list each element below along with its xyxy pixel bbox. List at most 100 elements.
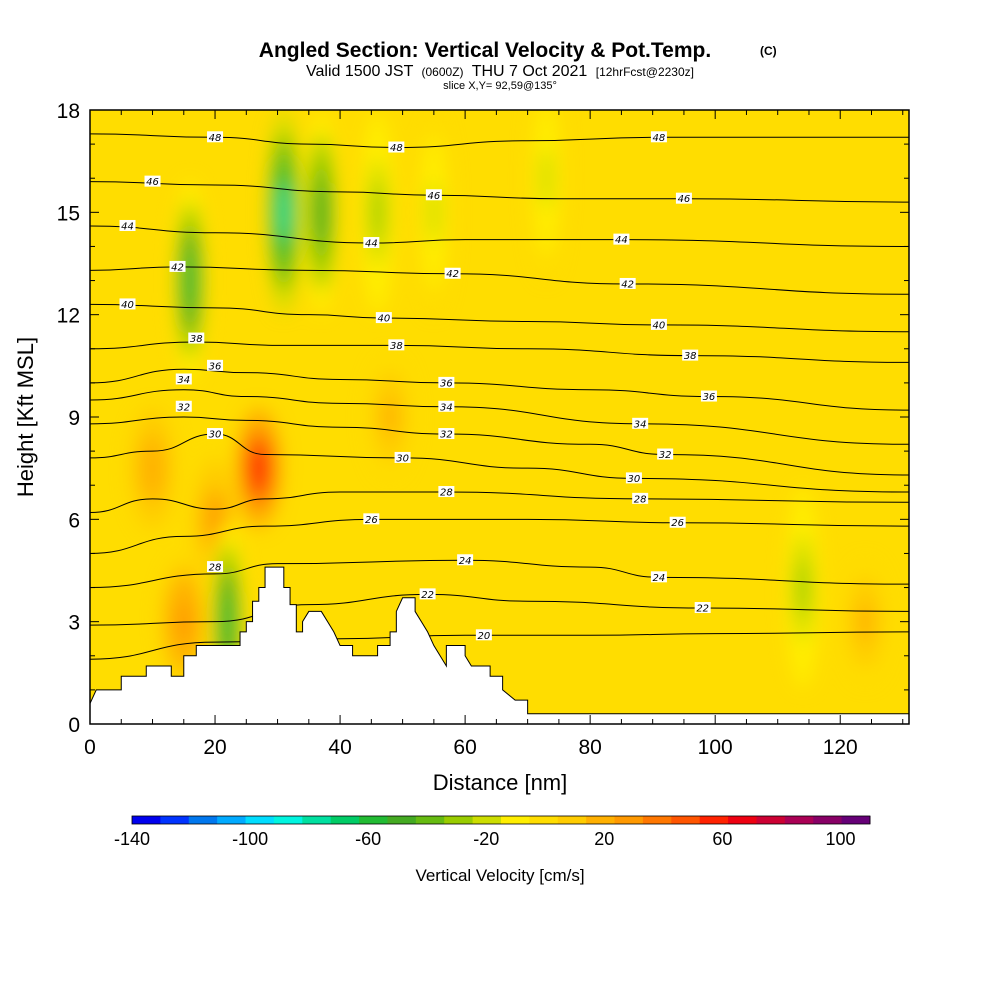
chart-title-unit: (C) bbox=[760, 44, 777, 58]
isentrope-label-bg bbox=[438, 486, 455, 498]
isentrope-label-bg bbox=[650, 571, 667, 583]
isentrope-label-bg bbox=[675, 192, 692, 204]
colorbar-swatch bbox=[472, 816, 502, 824]
colorbar-swatch bbox=[302, 816, 332, 824]
isentrope-label: 44 bbox=[365, 239, 378, 250]
colorbar-swatch bbox=[586, 816, 616, 824]
isentrope-label: 26 bbox=[671, 518, 684, 529]
isentrope-label: 44 bbox=[121, 221, 134, 232]
isentrope-28 bbox=[90, 491, 909, 514]
velocity-feature-downdraft bbox=[277, 182, 291, 243]
velocity-feature-updraft bbox=[857, 601, 874, 642]
colorbar-tick-label: 100 bbox=[825, 829, 855, 849]
isentrope-label: 42 bbox=[621, 279, 634, 290]
isentrope-label: 26 bbox=[365, 515, 378, 526]
colorbar-swatch bbox=[188, 816, 218, 824]
x-tick-label: 120 bbox=[823, 736, 858, 759]
isentrope-label-bg bbox=[438, 428, 455, 440]
isentrope-label-bg bbox=[457, 554, 474, 566]
colorbar-swatch bbox=[642, 816, 672, 824]
isentrope-label: 48 bbox=[209, 133, 222, 144]
slice-label: slice X,Y= 92,59@135° bbox=[443, 80, 557, 92]
isentrope-label: 36 bbox=[703, 392, 716, 403]
velocity-feature-updraft bbox=[250, 448, 267, 488]
colorbar-swatch bbox=[841, 816, 871, 824]
isentrope-label: 34 bbox=[440, 402, 453, 413]
y-tick-label: 6 bbox=[68, 509, 80, 532]
isentrope-label: 40 bbox=[653, 320, 666, 331]
isentrope-label-bg bbox=[444, 267, 461, 279]
isentrope-label: 38 bbox=[190, 334, 203, 345]
isentrope-26 bbox=[90, 518, 909, 554]
colorbar-swatch bbox=[756, 816, 786, 824]
isentrope-label-bg bbox=[388, 141, 405, 153]
colorbar-tick-label: 60 bbox=[712, 829, 732, 849]
x-tick-label: 40 bbox=[328, 736, 351, 759]
isentrope-label: 28 bbox=[209, 563, 222, 574]
isentrope-label-bg bbox=[475, 629, 492, 641]
isentrope-label-bg bbox=[207, 561, 224, 573]
isentrope-label-bg bbox=[669, 516, 686, 528]
isentrope-40 bbox=[90, 303, 909, 333]
x-axis-label: Distance [nm] bbox=[433, 770, 568, 795]
x-tick-label: 100 bbox=[698, 736, 733, 759]
isentrope-label: 32 bbox=[177, 402, 190, 413]
colorbar-frame bbox=[131, 815, 871, 825]
colorbar-swatch bbox=[217, 816, 247, 824]
isentrope-label: 46 bbox=[146, 177, 159, 188]
colorbar-swatch bbox=[557, 816, 587, 824]
y-tick-label: 9 bbox=[68, 407, 80, 430]
subtitle-utc: (0600Z) bbox=[422, 65, 464, 79]
isentrope-label-bg bbox=[625, 472, 642, 484]
colorbar-swatch bbox=[501, 816, 530, 824]
velocity-feature-downdraft bbox=[796, 557, 810, 618]
colorbar-swatch bbox=[387, 816, 417, 824]
y-tick-label: 12 bbox=[57, 305, 80, 328]
isentrope-label: 36 bbox=[440, 378, 453, 389]
isentrope-label-bg bbox=[682, 349, 699, 361]
isentrope-label: 20 bbox=[478, 631, 491, 642]
isentrope-label-bg bbox=[650, 318, 667, 330]
velocity-feature-updraft bbox=[382, 397, 399, 437]
x-tick-label: 0 bbox=[84, 736, 96, 759]
isentrope-34 bbox=[90, 389, 909, 445]
isentrope-label-bg bbox=[375, 312, 392, 324]
isentrope-label-bg bbox=[175, 373, 192, 385]
velocity-feature-downdraft bbox=[183, 250, 197, 311]
subtitle-date: THU 7 Oct 2021 bbox=[472, 63, 588, 80]
y-tick-label: 3 bbox=[68, 612, 80, 635]
chart-title: Angled Section: Vertical Velocity & Pot.… bbox=[259, 39, 711, 62]
isentrope-label: 28 bbox=[440, 488, 453, 499]
isentrope-label-bg bbox=[694, 602, 711, 614]
x-tick-label: 20 bbox=[203, 736, 226, 759]
isentrope-contours bbox=[90, 133, 909, 660]
isentrope-label: 46 bbox=[427, 191, 440, 202]
colorbar-swatch bbox=[132, 816, 161, 824]
colorbar-swatch bbox=[784, 816, 814, 824]
terrain-mask bbox=[90, 566, 909, 724]
colorbar-swatch bbox=[671, 816, 701, 824]
isentrope-label: 40 bbox=[377, 314, 390, 325]
isentrope-46 bbox=[90, 181, 909, 203]
isentrope-label-bg bbox=[119, 219, 136, 231]
isentrope-label: 32 bbox=[440, 430, 453, 441]
isentrope-label: 28 bbox=[634, 494, 647, 505]
isentrope-label: 42 bbox=[171, 262, 184, 273]
colorbar-swatch bbox=[728, 816, 757, 824]
isentrope-label: 22 bbox=[696, 604, 709, 615]
colorbar-swatch bbox=[330, 816, 360, 824]
colorbar-swatch bbox=[699, 816, 729, 824]
isentrope-label-bg bbox=[363, 513, 380, 525]
velocity-feature-downdraft bbox=[314, 182, 328, 243]
colorbar-tick-label: -20 bbox=[473, 829, 499, 849]
isentrope-label-bg bbox=[425, 189, 442, 201]
isentrope-label: 40 bbox=[121, 300, 134, 311]
velocity-feature-downdraft bbox=[371, 182, 385, 243]
isentrope-label-bg bbox=[657, 448, 674, 460]
isentrope-labels: 20 22 22 24 24 26 26 28 28 28 30 30 30 32 32 32 34 34 34 36… bbox=[119, 131, 717, 642]
chart-subtitle: Valid 1500 JST (0600Z) THU 7 Oct 2021 [1… bbox=[306, 63, 694, 80]
colorbar: -140 -100 -60 -20 20 60 100 bbox=[114, 815, 871, 849]
isentrope-22 bbox=[90, 593, 909, 626]
y-tick-label: 18 bbox=[57, 100, 80, 123]
y-tick-label: 0 bbox=[68, 714, 80, 737]
